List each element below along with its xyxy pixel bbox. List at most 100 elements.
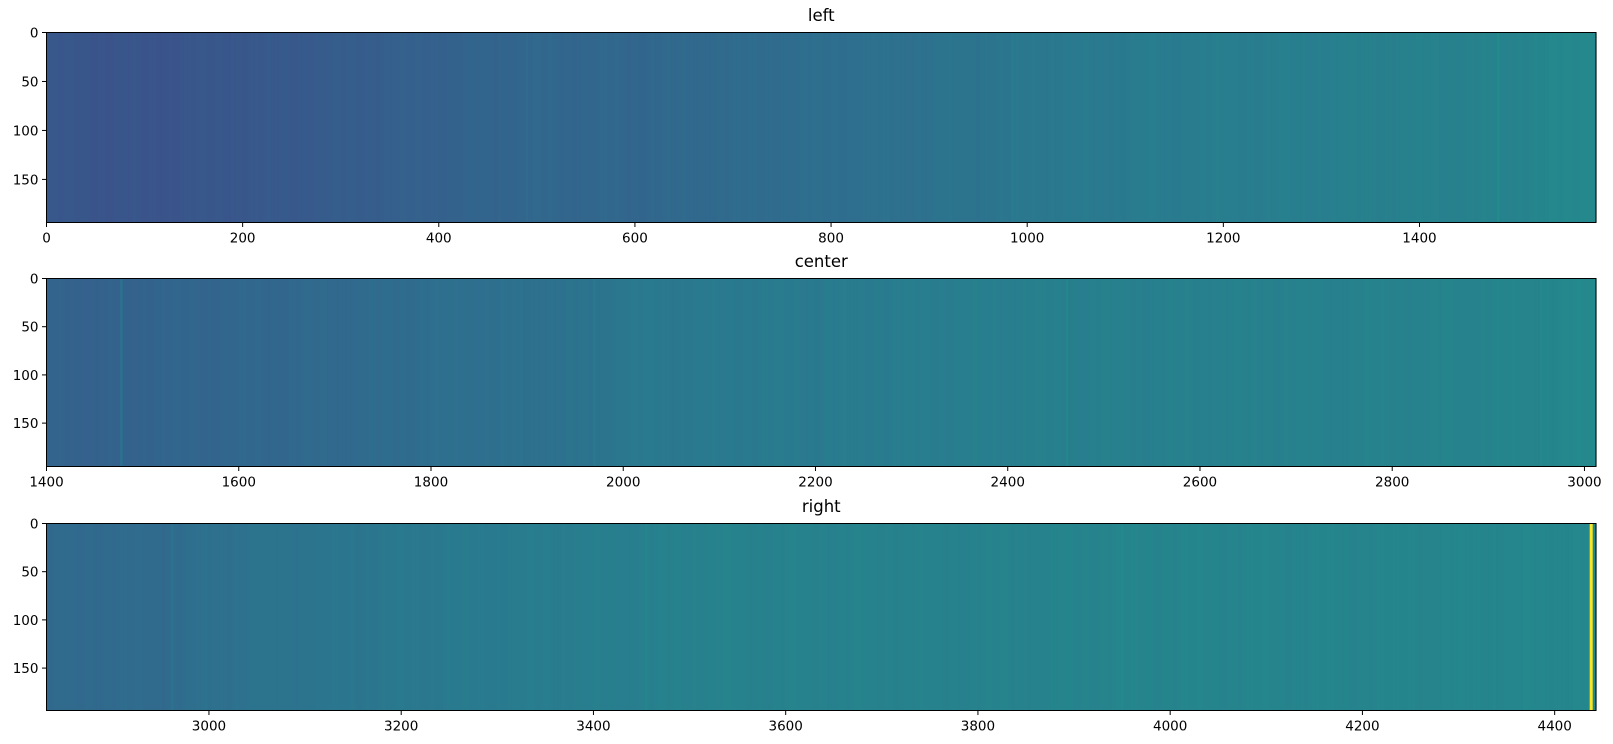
heatmap-column: [172, 32, 177, 223]
heatmap-column: [50, 32, 55, 223]
heatmap-column: [538, 523, 544, 711]
y-tick-label: 100: [13, 123, 39, 139]
heatmap-column: [438, 523, 444, 711]
heatmap-column: [536, 32, 542, 223]
heatmap-column: [466, 32, 471, 223]
heatmap-column: [527, 523, 532, 711]
heatmap-column: [415, 32, 420, 223]
heatmap-column: [654, 32, 660, 223]
heatmap-column: [270, 32, 275, 223]
x-tick-label: 2400: [991, 475, 1025, 491]
heatmap-column: [331, 523, 336, 711]
heatmap-column: [1103, 278, 1109, 467]
heatmap-column: [419, 278, 424, 467]
heatmap-column: [146, 523, 151, 711]
heatmap-column: [223, 523, 228, 711]
heatmap-column: [1269, 523, 1274, 711]
heatmap-column: [1415, 32, 1421, 223]
heatmap-column: [600, 523, 605, 711]
heatmap-column: [769, 278, 774, 467]
heatmap-column: [819, 32, 824, 223]
heatmap-column: [1431, 32, 1436, 223]
heatmap-column: [777, 278, 782, 467]
heatmap-column: [703, 278, 709, 467]
heatmap-column: [995, 32, 1001, 223]
heatmap-column: [976, 278, 982, 467]
heatmap-column: [1496, 278, 1501, 467]
heatmap-column: [1097, 32, 1103, 223]
heatmap-column: [184, 278, 190, 467]
heatmap-column: [1569, 523, 1574, 711]
heatmap-column: [238, 32, 244, 223]
heatmap-column: [1215, 523, 1220, 711]
heatmap-column: [81, 32, 87, 223]
heatmap-column: [1088, 523, 1093, 711]
heatmap-column: [1509, 32, 1515, 223]
x-tick-label: 1400: [1402, 231, 1436, 247]
heatmap-column: [223, 278, 228, 467]
heatmap-column: [1513, 32, 1519, 223]
panel-title: left: [808, 6, 835, 25]
heatmap-column: [1396, 523, 1401, 711]
heatmap-column: [653, 523, 659, 711]
heatmap-column: [1521, 32, 1526, 223]
heatmap-column: [391, 32, 397, 223]
heatmap-column: [705, 32, 711, 223]
heatmap-column: [1461, 523, 1466, 711]
heatmap-column: [293, 32, 299, 223]
heatmap-column: [1126, 278, 1132, 467]
heatmap-column: [603, 32, 609, 223]
heatmap-column: [1173, 523, 1178, 711]
heatmap-column: [1323, 523, 1328, 711]
heatmap-column: [1522, 523, 1528, 711]
heatmap-column: [556, 32, 561, 223]
heatmap-column: [470, 32, 475, 223]
heatmap-column: [1258, 32, 1264, 223]
heatmap-column: [1403, 523, 1409, 711]
heatmap-column: [830, 278, 836, 467]
heatmap-column: [1446, 278, 1451, 467]
heatmap-column: [1286, 32, 1291, 223]
x-tick-label: 1000: [1010, 231, 1044, 247]
heatmap-column: [473, 523, 478, 711]
heatmap-column: [630, 278, 636, 467]
heatmap-column: [869, 523, 874, 711]
heatmap-column: [66, 32, 71, 223]
heatmap-column: [934, 523, 940, 711]
heatmap-column: [292, 278, 298, 467]
heatmap-column: [896, 278, 901, 467]
heatmap-column: [400, 523, 405, 711]
heatmap-column: [1257, 278, 1263, 467]
heatmap-column: [1207, 523, 1213, 711]
heatmap-column: [1438, 278, 1443, 467]
heatmap-column: [207, 32, 212, 223]
heatmap-column: [973, 278, 978, 467]
heatmap-column: [1396, 278, 1401, 467]
heatmap-column: [1430, 523, 1436, 711]
heatmap-column: [319, 278, 324, 467]
heatmap-column: [1111, 278, 1116, 467]
heatmap-column: [73, 278, 78, 467]
heatmap-column: [752, 32, 758, 223]
heatmap-column: [154, 278, 159, 467]
heatmap-column: [277, 523, 282, 711]
heatmap-column: [396, 278, 401, 467]
heatmap-column: [588, 523, 594, 711]
heatmap-column: [866, 32, 871, 223]
heatmap-column: [269, 278, 274, 467]
heatmap-column: [850, 278, 855, 467]
heatmap-column: [880, 278, 886, 467]
heatmap-column: [1592, 278, 1597, 467]
heatmap-column: [846, 278, 851, 467]
heatmap-column: [1230, 278, 1236, 467]
heatmap-column: [1507, 523, 1513, 711]
heatmap-column: [996, 278, 1001, 467]
heatmap-column: [584, 278, 590, 467]
heatmap-column: [1476, 278, 1482, 467]
heatmap-column: [65, 523, 71, 711]
heatmap-column: [850, 32, 856, 223]
heatmap-column: [1309, 32, 1315, 223]
heatmap-column: [1430, 278, 1436, 467]
heatmap-column: [576, 32, 581, 223]
heatmap-column: [204, 278, 209, 467]
